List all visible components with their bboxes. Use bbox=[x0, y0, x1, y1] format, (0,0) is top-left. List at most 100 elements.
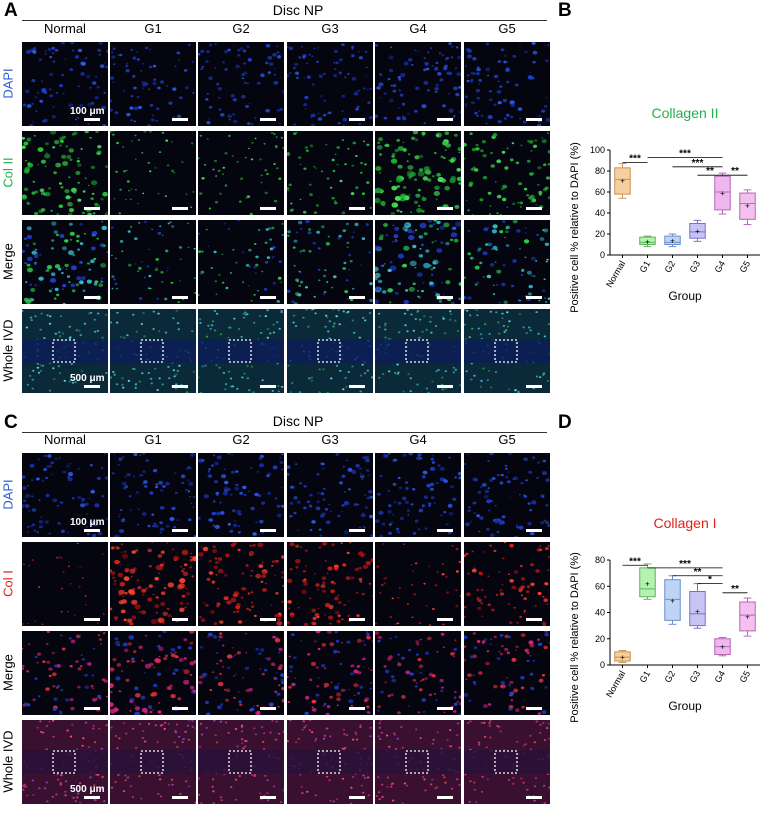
y-tick-label: 40 bbox=[595, 608, 605, 618]
group-column-header: G4 bbox=[409, 432, 427, 447]
micrograph-tile bbox=[22, 42, 108, 126]
micrograph-tile bbox=[198, 42, 284, 126]
scale-bar bbox=[84, 118, 100, 121]
micrograph-tile bbox=[198, 720, 284, 804]
scale-bar-label: 500 μm bbox=[70, 784, 105, 795]
scale-bar bbox=[172, 118, 188, 121]
micrograph-tile bbox=[22, 631, 108, 715]
significance-label: ** bbox=[694, 567, 702, 578]
scale-bar bbox=[349, 796, 365, 799]
y-axis-label: Positive cell % relative to DAPI (%) bbox=[569, 142, 581, 313]
box-mean-marker: + bbox=[670, 597, 675, 606]
group-column-header: G3 bbox=[321, 432, 339, 447]
box-chart-collagen-ii: Collagen II 0 20 40 60 80 100 Positive cell % r… bbox=[569, 105, 760, 313]
scale-bar-label: 100 μm bbox=[70, 517, 105, 528]
x-tick-label: G2 bbox=[663, 259, 678, 274]
y-tick-label: 40 bbox=[595, 208, 605, 218]
box-iqr bbox=[739, 601, 756, 632]
micrograph-tile bbox=[464, 453, 550, 537]
scale-bar bbox=[526, 618, 542, 621]
scale-bar bbox=[526, 385, 542, 388]
micrograph-tile bbox=[287, 220, 373, 304]
y-tick-label: 80 bbox=[595, 166, 605, 176]
panel-letter-a: A bbox=[4, 0, 18, 21]
y-axis-label: Positive cell % relative to DAPI (%) bbox=[569, 552, 581, 723]
scale-bar bbox=[260, 618, 276, 621]
significance-label: *** bbox=[629, 154, 641, 165]
micrograph-tile bbox=[375, 131, 461, 215]
micrograph-tile bbox=[22, 720, 108, 804]
group-column-header: Normal bbox=[44, 432, 86, 447]
y-tick-label: 80 bbox=[595, 555, 605, 565]
y-tick-label: 0 bbox=[600, 660, 605, 670]
micrograph-tile bbox=[198, 309, 284, 393]
scale-bar bbox=[260, 707, 276, 710]
micrograph-tile bbox=[198, 542, 284, 626]
micrograph-tile bbox=[287, 631, 373, 715]
scale-bar bbox=[172, 385, 188, 388]
scale-bar bbox=[172, 296, 188, 299]
micrograph-tile bbox=[287, 453, 373, 537]
significance-label: ** bbox=[706, 166, 714, 177]
micrograph-tile bbox=[110, 309, 196, 393]
micrograph-tile bbox=[22, 220, 108, 304]
scale-bar bbox=[260, 296, 276, 299]
x-tick-label: G3 bbox=[688, 669, 703, 684]
stain-row-label: Col II bbox=[0, 157, 16, 188]
micrograph-tile bbox=[110, 453, 196, 537]
x-tick-label: G1 bbox=[638, 259, 653, 274]
stain-row-label: DAPI bbox=[0, 479, 16, 510]
y-tick-label: 100 bbox=[590, 145, 605, 155]
scale-bar bbox=[526, 118, 542, 121]
box-mean-marker: + bbox=[645, 237, 650, 246]
scale-bar bbox=[437, 207, 453, 210]
group-column-header: G2 bbox=[232, 21, 250, 36]
disc-np-title-top: Disc NP bbox=[272, 2, 324, 18]
significance-label: ** bbox=[731, 166, 739, 177]
scale-bar bbox=[260, 796, 276, 799]
stain-row-label: Whole IVD bbox=[0, 319, 16, 382]
scale-bar bbox=[260, 207, 276, 210]
x-tick-label: G4 bbox=[713, 259, 728, 274]
group-column-header: G1 bbox=[144, 21, 162, 36]
box-mean-marker: + bbox=[745, 202, 750, 211]
box-mean-marker: + bbox=[695, 607, 700, 616]
significance-label: *** bbox=[679, 559, 691, 570]
micrograph-tile bbox=[464, 631, 550, 715]
x-tick-label: G5 bbox=[738, 669, 753, 684]
micrograph-tile bbox=[375, 220, 461, 304]
micrograph-tile bbox=[22, 131, 108, 215]
micrograph-tile bbox=[22, 453, 108, 537]
micrograph-tile bbox=[464, 720, 550, 804]
panel-letter-d: D bbox=[558, 412, 572, 433]
micrograph-tile bbox=[22, 309, 108, 393]
scale-bar bbox=[526, 296, 542, 299]
micrograph-tile bbox=[287, 131, 373, 215]
scale-bar bbox=[172, 796, 188, 799]
scale-bar-label: 100 μm bbox=[70, 106, 105, 117]
box-iqr bbox=[689, 223, 706, 239]
group-column-header: G4 bbox=[409, 21, 427, 36]
scale-bar bbox=[437, 796, 453, 799]
scale-bar bbox=[172, 529, 188, 532]
micrograph-tile bbox=[375, 42, 461, 126]
title-rule-top bbox=[22, 20, 547, 21]
micrograph-tile bbox=[464, 42, 550, 126]
y-tick-label: 60 bbox=[595, 581, 605, 591]
scale-bar bbox=[172, 707, 188, 710]
micrograph-tile bbox=[198, 220, 284, 304]
scale-bar bbox=[349, 118, 365, 121]
scale-bar bbox=[437, 529, 453, 532]
box-iqr bbox=[614, 651, 631, 662]
scale-bar bbox=[349, 385, 365, 388]
panel-letter-c: C bbox=[4, 412, 18, 433]
y-tick-label: 0 bbox=[600, 250, 605, 260]
micrograph-tile bbox=[110, 42, 196, 126]
micrograph-tile bbox=[287, 309, 373, 393]
micrograph-tile bbox=[287, 720, 373, 804]
x-tick-label: G2 bbox=[663, 669, 678, 684]
significance-label: *** bbox=[692, 158, 704, 169]
x-tick-label: G4 bbox=[713, 669, 728, 684]
micrograph-tile bbox=[22, 542, 108, 626]
micrograph-tile bbox=[198, 631, 284, 715]
